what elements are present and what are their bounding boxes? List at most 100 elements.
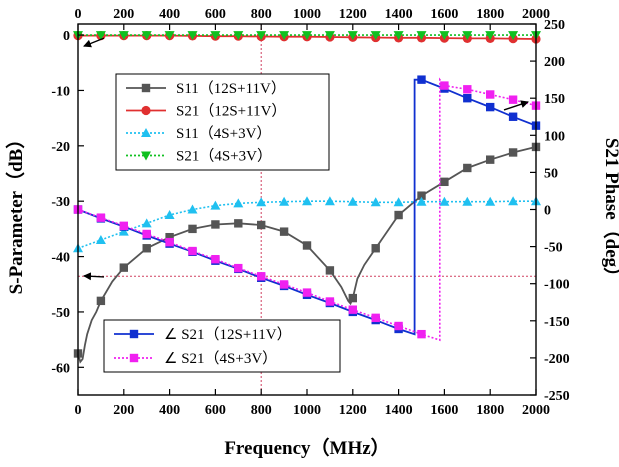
data-point (462, 196, 473, 206)
data-point (440, 177, 449, 187)
legend-label: S21（4S+3V） (176, 148, 272, 165)
legend-right-box (103, 319, 341, 373)
data-point (279, 280, 289, 289)
legend-right: ∠ S21（12S+11V） ∠ S21（4S+3V） (103, 319, 341, 373)
series-line-2 (77, 200, 536, 250)
legend-label: ∠ S21（4S+3V） (164, 350, 277, 367)
x-tick-label: 2000 (522, 403, 550, 418)
data-point (96, 213, 106, 222)
x-tick-label-top: 0 (75, 7, 82, 22)
data-point (256, 197, 267, 207)
data-point (257, 220, 266, 230)
data-point (508, 196, 519, 206)
x-tick-label: 600 (205, 403, 226, 418)
y-tick-label: -50 (51, 306, 70, 321)
x-tick-label: 1600 (430, 403, 458, 418)
data-point (233, 198, 244, 208)
annotation-arrow (83, 37, 105, 48)
data-point (439, 31, 450, 41)
data-point (325, 266, 335, 275)
data-point (96, 296, 106, 306)
legend-label: S11（4S+3V） (176, 125, 271, 142)
y-axis-title-right: S21 Phase（deg） (601, 138, 619, 286)
data-point (370, 31, 381, 41)
annotations (83, 37, 529, 281)
data-point (417, 75, 426, 84)
legend-marker (141, 83, 151, 93)
data-point (417, 329, 426, 339)
y-tick-label: -40 (51, 251, 70, 266)
data-point (187, 204, 198, 214)
data-point (118, 226, 129, 236)
ticks-group: 0020020040040060060080080010001000120012… (51, 7, 569, 418)
data-point (324, 31, 335, 41)
x-tick-label-top: 1800 (476, 7, 504, 22)
y-tick-label: 0 (63, 29, 70, 44)
data-point (95, 234, 106, 244)
data-point (486, 90, 495, 99)
data-point (142, 229, 151, 239)
data-point (234, 219, 243, 228)
legend-left: S11（12S+11V） S21（12S+11V） S11（4S+3V） S21（4S… (115, 73, 330, 171)
data-point (347, 31, 358, 41)
y2-tick-label: 150 (544, 92, 565, 107)
data-point (302, 288, 312, 297)
data-point (416, 31, 427, 41)
y-tick-label: -20 (51, 140, 70, 155)
y2-tick-label: -50 (544, 241, 563, 256)
legend-marker (141, 105, 151, 116)
data-point (394, 321, 403, 331)
data-point (416, 196, 427, 206)
data-point (417, 191, 426, 200)
data-point (347, 196, 358, 206)
data-point (371, 313, 380, 323)
data-point (119, 263, 128, 272)
data-point (463, 85, 472, 94)
data-point (324, 196, 335, 206)
data-point (486, 155, 495, 164)
data-point (348, 305, 357, 314)
data-point (463, 94, 472, 103)
x-tick-label: 400 (159, 403, 180, 418)
data-point (394, 210, 403, 220)
data-point (141, 31, 152, 41)
data-point (370, 197, 381, 207)
data-point (508, 95, 518, 104)
y2-tick-label: 50 (544, 166, 558, 181)
data-point (211, 220, 220, 229)
data-point (393, 197, 404, 207)
y-tick-label: -10 (51, 84, 70, 99)
y2-tick-label: 0 (544, 204, 551, 219)
data-point (485, 196, 496, 206)
data-point (211, 255, 220, 264)
x-tick-label-top: 1600 (430, 7, 458, 22)
x-tick-label: 1400 (385, 403, 413, 418)
data-point (164, 31, 175, 41)
data-point (188, 246, 197, 256)
data-point (463, 163, 472, 173)
data-point (462, 31, 473, 41)
data-point (188, 224, 197, 234)
data-point (279, 227, 289, 236)
x-tick-label-top: 400 (159, 7, 180, 22)
y2-tick-label: -200 (544, 352, 570, 367)
x-tick-label: 200 (113, 403, 134, 418)
legends: S11（12S+11V） S21（12S+11V） S11（4S+3V） S21（4S… (103, 73, 341, 373)
data-point (257, 272, 266, 281)
data-point (165, 232, 174, 242)
x-axis-title: Frequency（MHz） (224, 436, 389, 459)
data-point (302, 31, 312, 41)
data-point (118, 31, 129, 41)
annotation-arrow (83, 272, 105, 281)
data-point (233, 31, 244, 41)
x-tick-label-top: 1200 (339, 7, 367, 22)
data-point (486, 102, 495, 112)
data-point (234, 263, 243, 273)
x-tick-label-top: 200 (113, 7, 134, 22)
data-point (508, 31, 519, 41)
data-point (371, 244, 380, 253)
y2-tick-label: -100 (544, 278, 570, 293)
series-group (73, 31, 541, 364)
data-point (256, 31, 267, 41)
